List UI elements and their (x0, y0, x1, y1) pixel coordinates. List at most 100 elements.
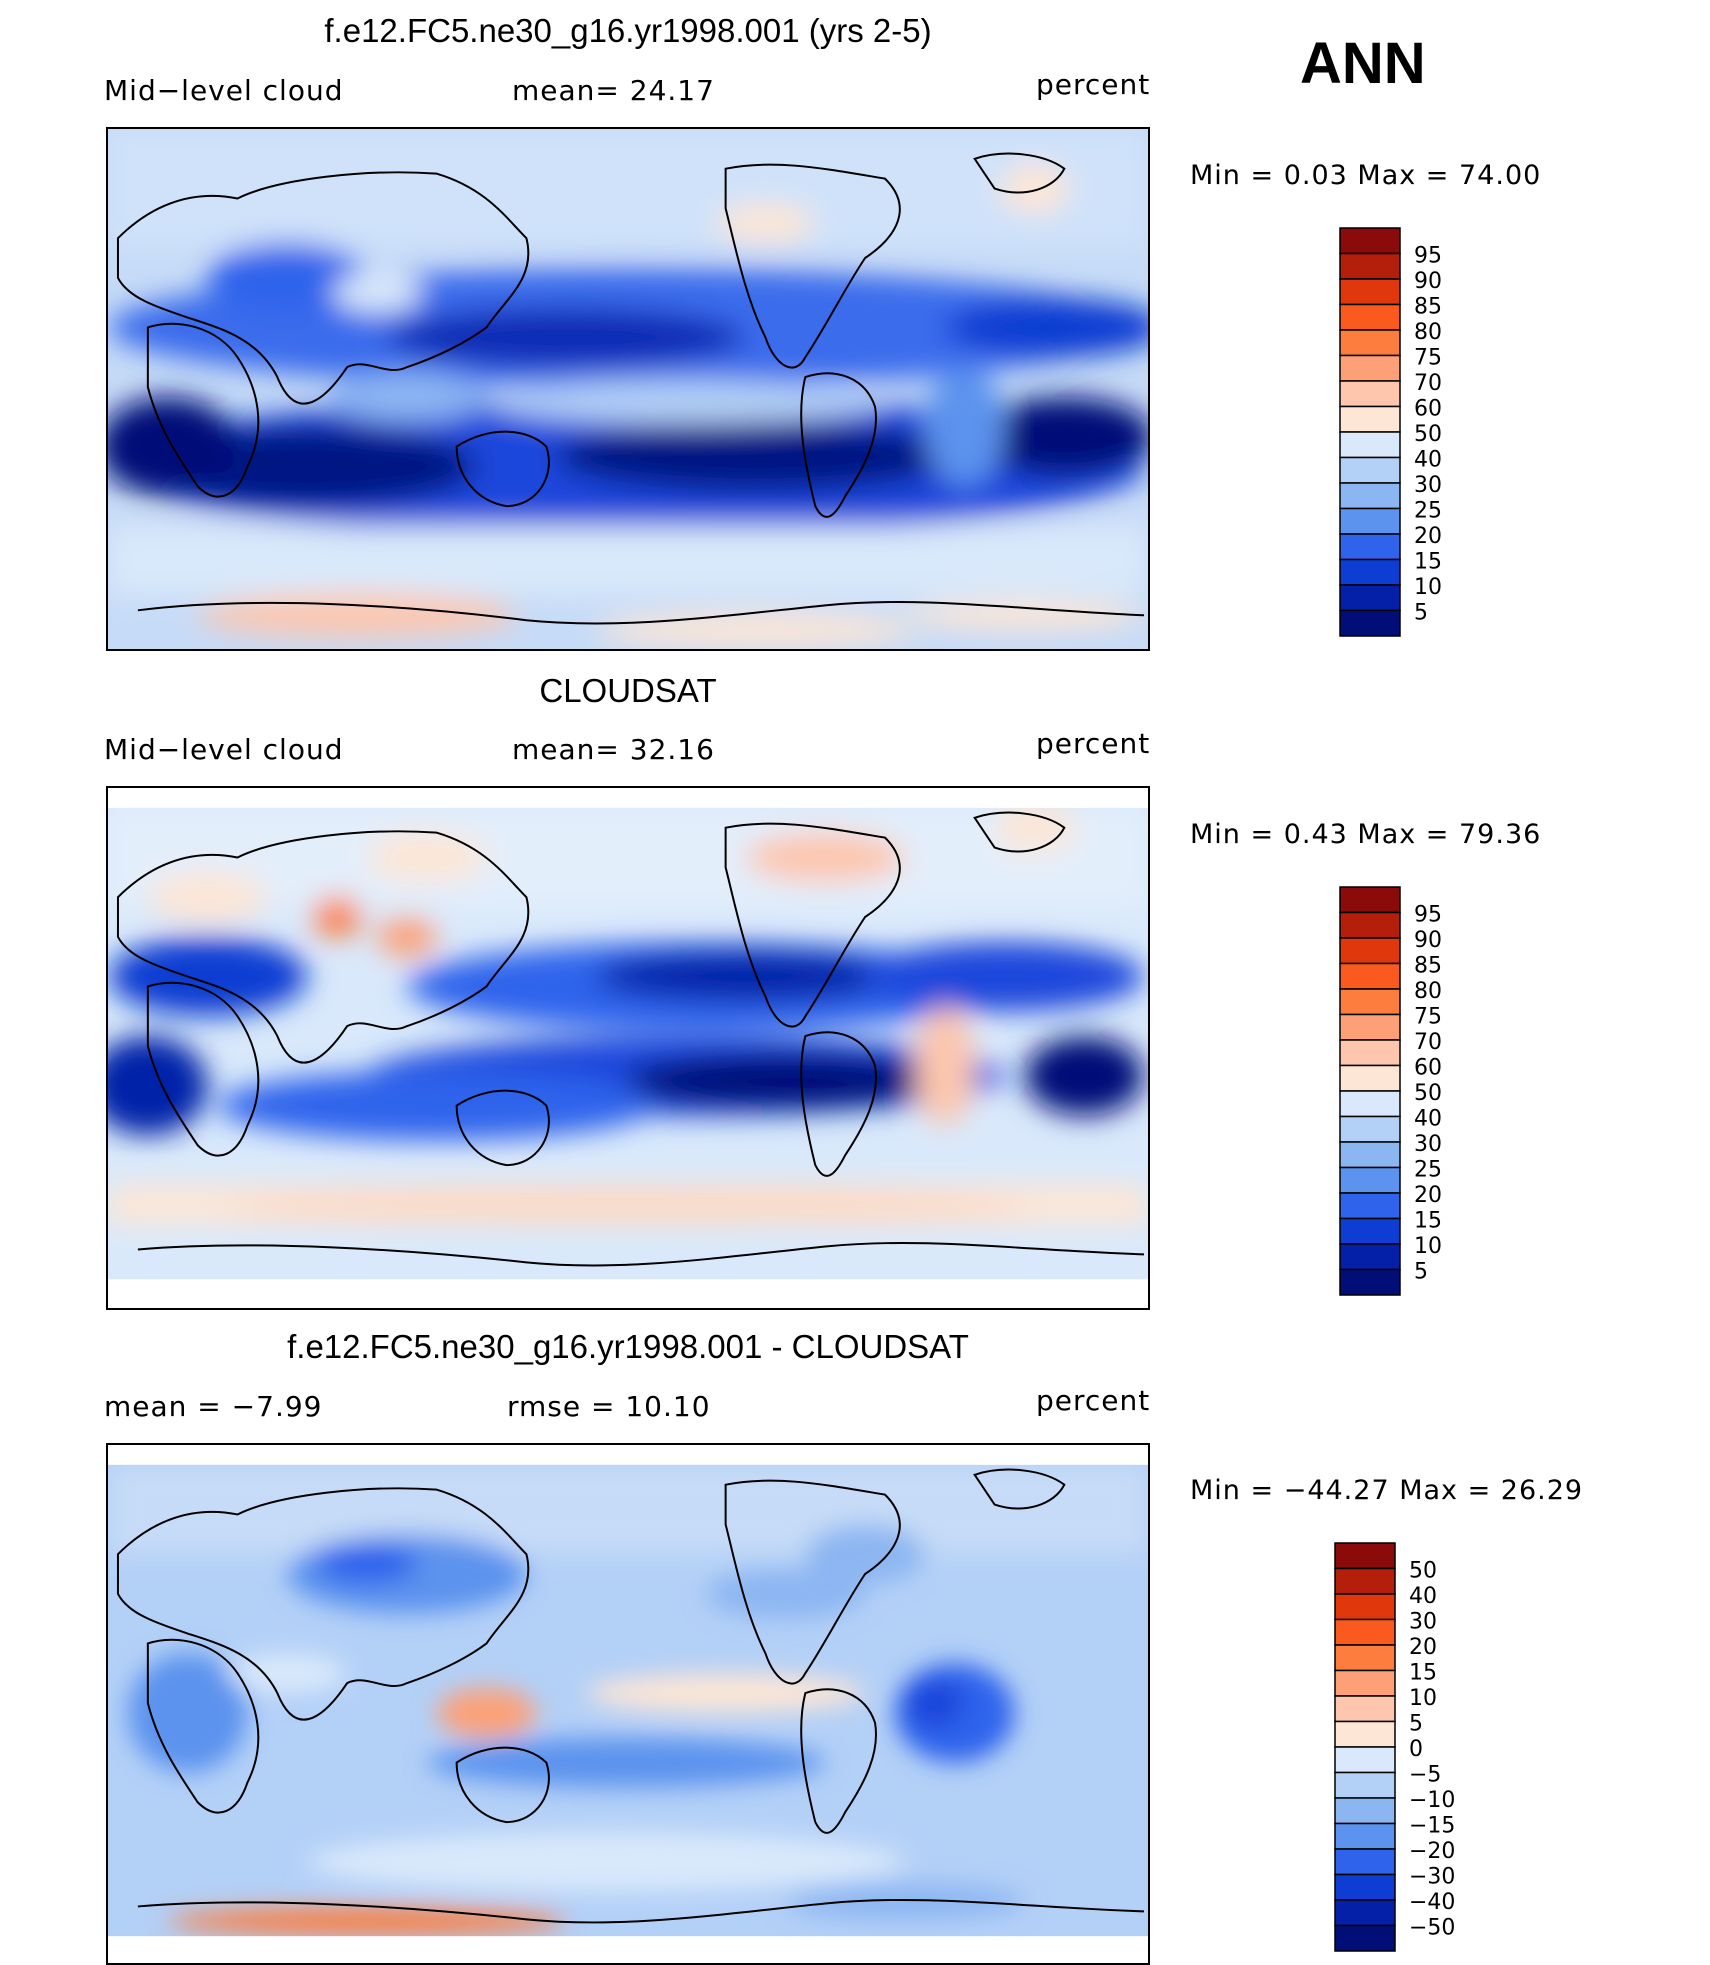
colorbar-swatch (1339, 1064, 1401, 1092)
colorbar-swatch (1339, 507, 1401, 535)
colorbar-swatch (1339, 380, 1401, 408)
colorbar-swatch (1339, 1090, 1401, 1118)
colorbar-level-label: 95 (1414, 903, 1442, 928)
colorbar-level-label: 75 (1414, 346, 1442, 371)
colorbar-swatch (1334, 1771, 1396, 1799)
colorbar-swatch (1334, 1695, 1396, 1723)
colorbar-level-label: 50 (1409, 1559, 1437, 1584)
colorbar-level-label: 80 (1414, 320, 1442, 345)
colorbar-swatch (1339, 533, 1401, 561)
colorbar-level-label: 90 (1414, 269, 1442, 294)
colorbar-swatch (1339, 1192, 1401, 1220)
colorbar-swatch (1334, 1873, 1396, 1901)
colorbar-swatch (1334, 1746, 1396, 1774)
colorbar-level-label: 15 (1414, 550, 1442, 575)
colorbar-swatch (1334, 1924, 1396, 1952)
colorbar-level-label: 15 (1414, 1209, 1442, 1234)
colorbar-level-label: 50 (1414, 422, 1442, 447)
colorbar-swatch (1339, 1013, 1401, 1041)
colorbar-level-label: 5 (1409, 1712, 1423, 1737)
colorbar-level-label: 40 (1414, 448, 1442, 473)
colorbar-swatch (1334, 1669, 1396, 1697)
colorbar-swatch (1334, 1542, 1396, 1570)
colorbar-level-label: 10 (1409, 1686, 1437, 1711)
colorbar-swatch (1339, 252, 1401, 280)
colorbar-swatch (1339, 303, 1401, 331)
colorbar-swatch (1334, 1822, 1396, 1850)
panel-1-map-svg (108, 129, 1148, 649)
colorbar-level-label: 25 (1414, 1158, 1442, 1183)
panel-3-rmse-label: rmse = 10.10 (507, 1390, 711, 1423)
colorbar-swatch (1339, 1166, 1401, 1194)
colorbar-swatch (1339, 227, 1401, 255)
panel-1-units-label: percent (1036, 68, 1151, 101)
colorbar-level-label: 10 (1414, 575, 1442, 600)
panel-2-units-label: percent (1036, 727, 1151, 760)
colorbar-level-label: 30 (1414, 1132, 1442, 1157)
colorbar-swatch (1339, 1141, 1401, 1169)
colorbar-swatch (1339, 405, 1401, 433)
colorbar-level-label: 60 (1414, 1056, 1442, 1081)
colorbar-level-label: −20 (1409, 1839, 1455, 1864)
panel-3-map (106, 1443, 1150, 1965)
panel-1-map (106, 127, 1150, 651)
colorbar-swatch (1339, 431, 1401, 459)
colorbar-swatch (1334, 1720, 1396, 1748)
colorbar-swatch (1339, 937, 1401, 965)
panel-2-colorbar: 95 90 85 80 75 70 60 50 40 30 25 20 15 10 5 (1339, 886, 1480, 1304)
colorbar-swatch (1339, 278, 1401, 306)
colorbar-level-label: 15 (1409, 1661, 1437, 1686)
colorbar-swatch (1334, 1567, 1396, 1595)
colorbar-swatch (1334, 1848, 1396, 1876)
colorbar-swatch (1339, 482, 1401, 510)
colorbar-swatch (1339, 609, 1401, 637)
colorbar-level-label: 20 (1414, 524, 1442, 549)
colorbar-swatch (1339, 1039, 1401, 1067)
colorbar-swatch (1339, 456, 1401, 484)
panel-1-variable-label: Mid−level cloud (104, 74, 344, 107)
colorbar-swatch (1339, 886, 1401, 914)
colorbar-level-label: 5 (1414, 601, 1428, 626)
colorbar-level-label: 30 (1409, 1610, 1437, 1635)
colorbar-level-label: 85 (1414, 295, 1442, 320)
panel-3-minmax: Min = −44.27 Max = 26.29 (1190, 1475, 1584, 1506)
panel-3-colorbar: 50 40 30 20 15 10 5 0 −5 −10 −15 −20 −30 −40 −50 (1334, 1542, 1485, 1960)
colorbar-swatch (1339, 911, 1401, 939)
colorbar-swatch (1339, 988, 1401, 1016)
season-label: ANN (1300, 31, 1426, 96)
panel-2-variable-label: Mid−level cloud (104, 733, 344, 766)
panel-2-minmax: Min = 0.43 Max = 79.36 (1190, 819, 1542, 850)
panel-1-title: f.e12.FC5.ne30_g16.yr1998.001 (yrs 2-5) (324, 12, 932, 49)
colorbar-level-label: 30 (1414, 473, 1442, 498)
colorbar-level-label: 50 (1414, 1081, 1442, 1106)
panel-3-title: f.e12.FC5.ne30_g16.yr1998.001 - CLOUDSAT (287, 1328, 969, 1365)
colorbar-level-label: 80 (1414, 979, 1442, 1004)
panel-2-title: CLOUDSAT (539, 672, 717, 709)
colorbar-swatch (1339, 329, 1401, 357)
colorbar-level-label: 5 (1414, 1260, 1428, 1285)
colorbar-level-label: 70 (1414, 371, 1442, 396)
colorbar-swatch (1334, 1797, 1396, 1825)
panel-2-map-svg (108, 788, 1148, 1308)
colorbar-level-label: 40 (1414, 1107, 1442, 1132)
colorbar-level-label: 10 (1414, 1234, 1442, 1259)
colorbar-level-label: 75 (1414, 1005, 1442, 1030)
colorbar-swatch (1334, 1593, 1396, 1621)
colorbar-level-label: 20 (1414, 1183, 1442, 1208)
panel-1-minmax: Min = 0.03 Max = 74.00 (1190, 160, 1542, 191)
panel-2-mean-label: mean= 32.16 (512, 733, 715, 766)
colorbar-level-label: −10 (1409, 1788, 1455, 1813)
panel-3-mean-label: mean = −7.99 (104, 1390, 323, 1423)
colorbar-swatch (1339, 1243, 1401, 1271)
colorbar-swatch (1339, 1217, 1401, 1245)
colorbar-level-label: 95 (1414, 244, 1442, 269)
colorbar-level-label: −15 (1409, 1814, 1455, 1839)
colorbar-level-label: −5 (1409, 1763, 1441, 1788)
colorbar-swatch (1334, 1618, 1396, 1646)
colorbar-level-label: 85 (1414, 954, 1442, 979)
colorbar-swatch (1339, 1268, 1401, 1296)
colorbar-swatch (1334, 1644, 1396, 1672)
colorbar-level-label: 20 (1409, 1635, 1437, 1660)
colorbar-swatch (1339, 962, 1401, 990)
colorbar-swatch (1334, 1899, 1396, 1927)
